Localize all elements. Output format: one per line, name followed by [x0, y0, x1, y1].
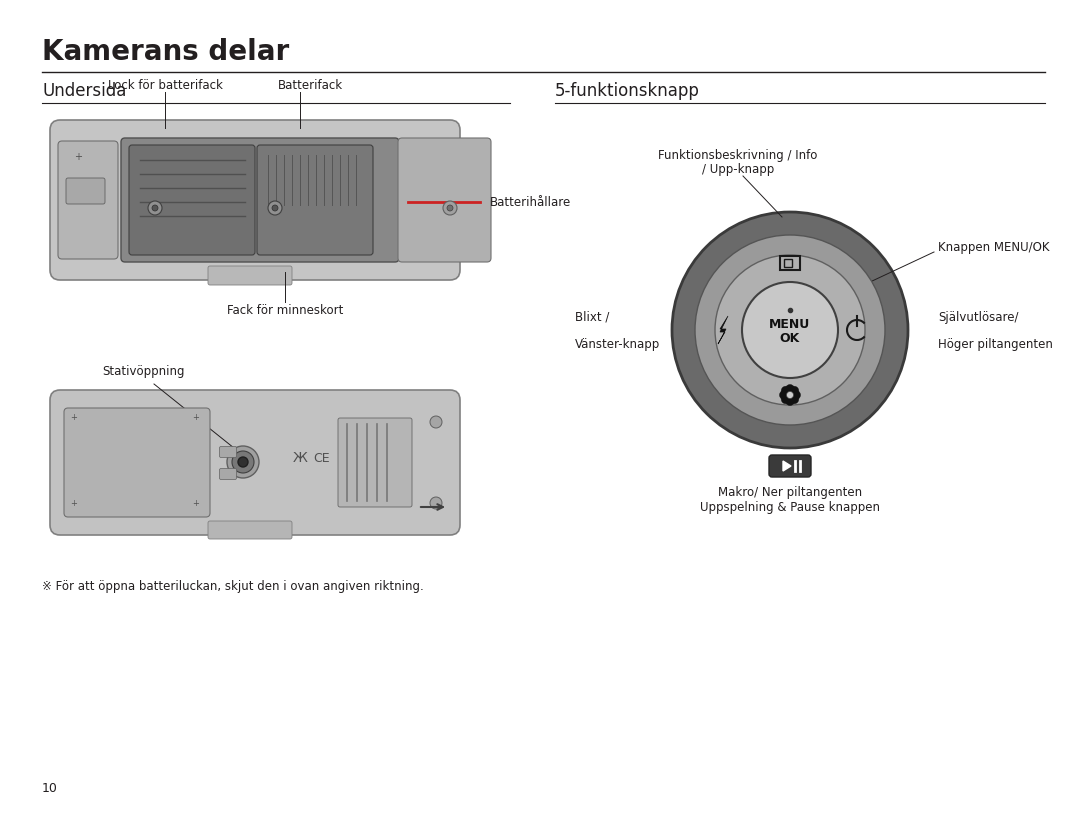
- Text: MENU: MENU: [769, 318, 811, 331]
- FancyBboxPatch shape: [338, 418, 411, 507]
- Text: Stativöppning: Stativöppning: [102, 365, 185, 378]
- Circle shape: [781, 386, 791, 395]
- Circle shape: [232, 451, 254, 473]
- FancyBboxPatch shape: [50, 390, 460, 535]
- Circle shape: [781, 394, 791, 403]
- Text: ※ För att öppna batteriluckan, skjut den i ovan angiven riktning.: ※ För att öppna batteriluckan, skjut den…: [42, 580, 423, 593]
- Circle shape: [786, 391, 794, 399]
- Text: CE: CE: [313, 452, 330, 465]
- Text: OK: OK: [780, 332, 800, 345]
- Circle shape: [268, 201, 282, 215]
- Text: Makro/ Ner piltangenten: Makro/ Ner piltangenten: [718, 486, 862, 499]
- FancyBboxPatch shape: [208, 266, 292, 285]
- Text: +: +: [70, 499, 78, 508]
- Text: Batterihållare: Batterihållare: [490, 196, 571, 209]
- Circle shape: [227, 446, 259, 478]
- Text: 10: 10: [42, 782, 58, 795]
- Circle shape: [789, 394, 799, 403]
- Circle shape: [152, 205, 158, 211]
- Circle shape: [789, 386, 799, 395]
- FancyBboxPatch shape: [121, 138, 399, 262]
- Ellipse shape: [715, 255, 865, 405]
- Polygon shape: [718, 316, 728, 344]
- Circle shape: [430, 497, 442, 509]
- Circle shape: [148, 201, 162, 215]
- FancyBboxPatch shape: [208, 521, 292, 539]
- Circle shape: [780, 390, 788, 399]
- Text: +: +: [75, 152, 82, 162]
- Text: 5-funktionsknapp: 5-funktionsknapp: [555, 82, 700, 100]
- Text: Ж: Ж: [293, 451, 308, 465]
- Ellipse shape: [672, 212, 908, 448]
- FancyBboxPatch shape: [769, 455, 811, 477]
- Text: Funktionsbeskrivning / Info: Funktionsbeskrivning / Info: [659, 149, 818, 162]
- FancyBboxPatch shape: [66, 178, 105, 204]
- Text: +: +: [70, 413, 78, 422]
- FancyBboxPatch shape: [219, 469, 237, 479]
- Text: Kamerans delar: Kamerans delar: [42, 38, 289, 66]
- Circle shape: [792, 390, 800, 399]
- Text: Blixt /: Blixt /: [575, 311, 609, 324]
- FancyBboxPatch shape: [129, 145, 255, 255]
- FancyBboxPatch shape: [219, 447, 237, 457]
- Text: Fack för minneskort: Fack för minneskort: [227, 304, 343, 317]
- Circle shape: [430, 416, 442, 428]
- Circle shape: [785, 397, 795, 406]
- Text: Batterifack: Batterifack: [278, 79, 342, 92]
- FancyBboxPatch shape: [64, 408, 210, 517]
- Ellipse shape: [742, 282, 838, 378]
- Text: / Upp-knapp: / Upp-knapp: [702, 163, 774, 176]
- Bar: [780, 256, 800, 270]
- Ellipse shape: [696, 235, 885, 425]
- FancyBboxPatch shape: [58, 141, 118, 259]
- FancyBboxPatch shape: [50, 120, 460, 280]
- Circle shape: [238, 457, 248, 467]
- Text: Undersida: Undersida: [42, 82, 126, 100]
- Circle shape: [272, 205, 278, 211]
- Text: Knappen MENU/OK: Knappen MENU/OK: [939, 241, 1050, 254]
- Circle shape: [443, 201, 457, 215]
- Text: +: +: [192, 413, 200, 422]
- Circle shape: [785, 385, 795, 394]
- Text: Självutlösare/: Självutlösare/: [939, 311, 1018, 324]
- Text: Vänster-knapp: Vänster-knapp: [575, 338, 660, 351]
- FancyBboxPatch shape: [399, 138, 491, 262]
- Circle shape: [447, 205, 453, 211]
- Text: Uppspelning & Pause knappen: Uppspelning & Pause knappen: [700, 501, 880, 514]
- Polygon shape: [783, 461, 791, 471]
- FancyBboxPatch shape: [257, 145, 373, 255]
- Text: Lock för batterifack: Lock för batterifack: [108, 79, 222, 92]
- Text: Höger piltangenten: Höger piltangenten: [939, 338, 1053, 351]
- Text: +: +: [192, 499, 200, 508]
- Bar: [784, 259, 792, 267]
